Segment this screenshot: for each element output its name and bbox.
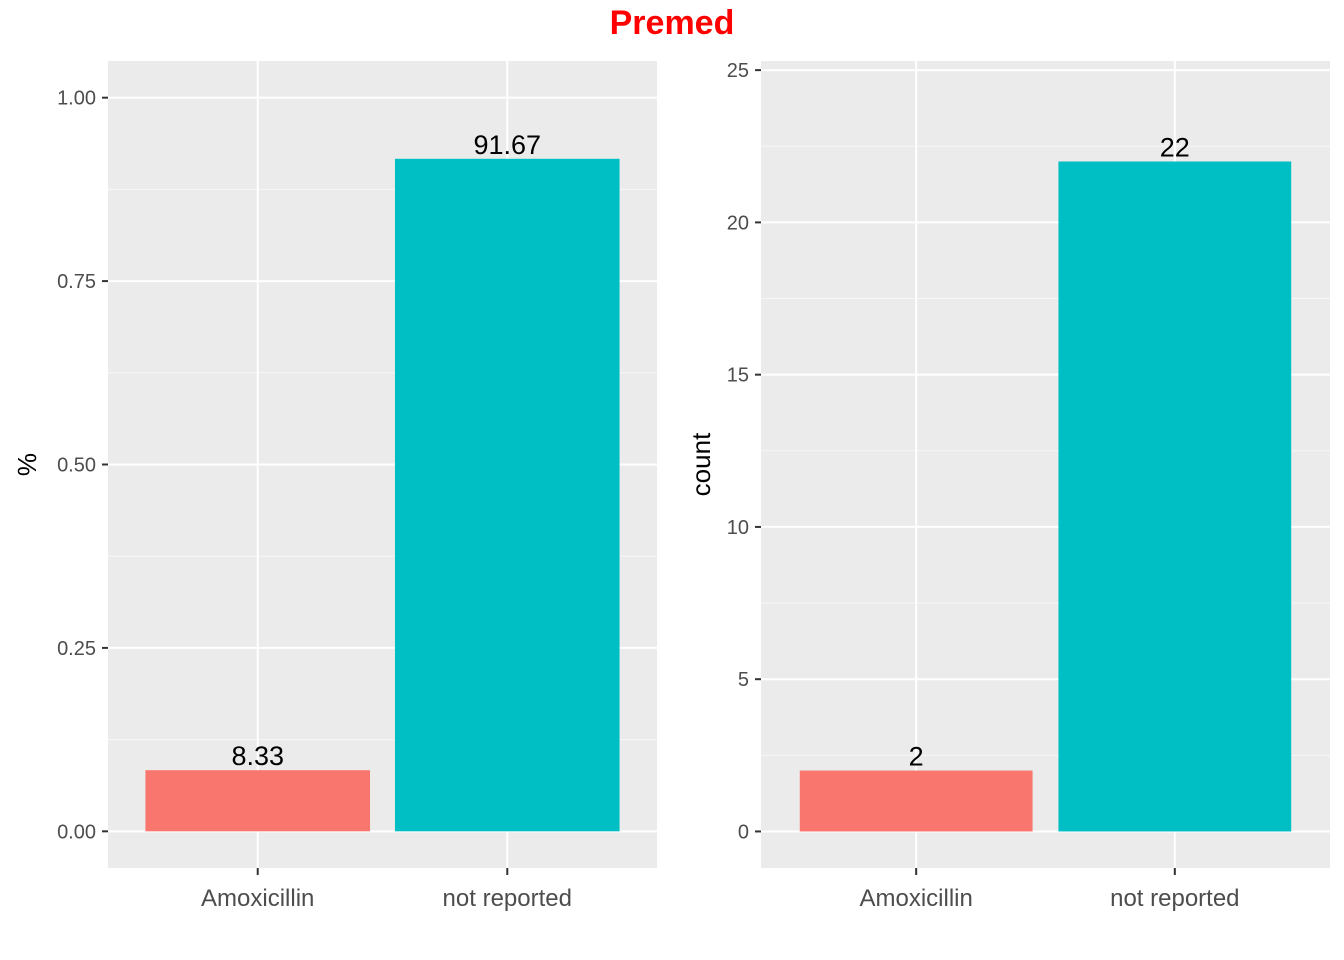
- x-tick-label: Amoxicillin: [201, 885, 314, 912]
- data-label: 8.33: [231, 741, 284, 771]
- y-tick-label: 0.75: [57, 271, 96, 293]
- y-tick-label: 0: [738, 821, 749, 843]
- x-tick-label: not reported: [443, 885, 572, 912]
- y-tick-label: 5: [738, 669, 749, 691]
- y-axis-title: %: [12, 453, 42, 476]
- bar-amoxicillin: [799, 770, 1033, 832]
- data-label: 2: [909, 742, 924, 772]
- data-label: 91.67: [473, 130, 541, 160]
- y-tick-label: 1.00: [57, 88, 96, 110]
- bar-amoxicillin: [145, 770, 371, 832]
- data-label: 22: [1160, 132, 1190, 162]
- x-tick-label: Amoxicillin: [860, 885, 973, 912]
- y-tick-label: 25: [727, 60, 749, 82]
- panel-1: 8.33 91.67 0.00 0.25 0.50 0.75 1.00 Amoxicillin…: [12, 61, 657, 912]
- y-tick-label: 0.00: [57, 821, 96, 843]
- y-tick-label: 20: [727, 212, 749, 234]
- bar-not-reported: [1058, 161, 1292, 832]
- chart-title: Premed: [609, 4, 735, 42]
- y-tick-label: 10: [727, 517, 749, 539]
- y-axis-title: count: [686, 432, 716, 496]
- bar-not-reported: [394, 158, 620, 832]
- y-tick-label: 0.50: [57, 455, 96, 477]
- y-tick-label: 15: [727, 365, 749, 387]
- y-tick-label: 0.25: [57, 638, 96, 660]
- x-tick-label: not reported: [1110, 885, 1239, 912]
